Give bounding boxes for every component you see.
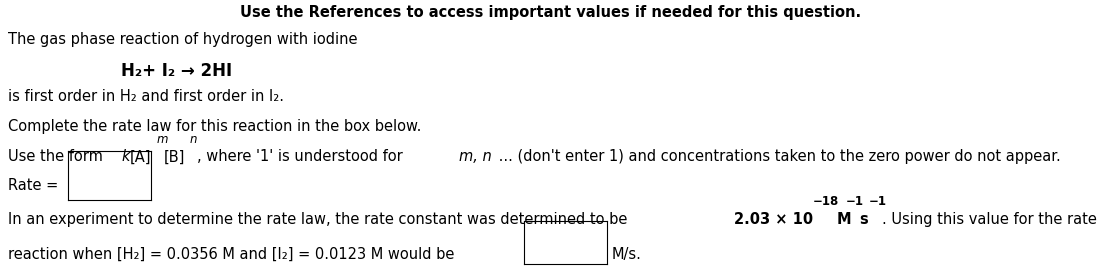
Text: −1: −1	[868, 195, 886, 207]
Text: The gas phase reaction of hydrogen with iodine: The gas phase reaction of hydrogen with …	[8, 32, 357, 47]
Text: Use the References to access important values if needed for this question.: Use the References to access important v…	[240, 5, 862, 21]
Text: Rate =: Rate =	[8, 178, 58, 193]
Text: H₂+ I₂ → 2HI: H₂+ I₂ → 2HI	[121, 62, 233, 80]
Text: m, n: m, n	[460, 149, 493, 164]
Text: Complete the rate law for this reaction in the box below.: Complete the rate law for this reaction …	[8, 119, 421, 134]
Text: −18: −18	[812, 195, 839, 207]
Text: , where '1' is understood for: , where '1' is understood for	[197, 149, 408, 164]
Text: reaction when [H₂] = 0.0356 M and [I₂] = 0.0123 M would be: reaction when [H₂] = 0.0356 M and [I₂] =…	[8, 247, 458, 262]
Text: s: s	[860, 212, 868, 227]
Text: m: m	[156, 133, 168, 146]
Text: M/s.: M/s.	[612, 247, 642, 262]
Text: M: M	[836, 212, 851, 227]
Text: k: k	[121, 149, 130, 164]
Text: n: n	[190, 133, 197, 146]
Text: Use the form: Use the form	[8, 149, 107, 164]
Text: In an experiment to determine the rate law, the rate constant was determined to : In an experiment to determine the rate l…	[8, 212, 631, 227]
Text: is first order in H₂ and first order in I₂.: is first order in H₂ and first order in …	[8, 89, 283, 104]
Text: [B]: [B]	[163, 149, 185, 164]
Text: 2.03 × 10: 2.03 × 10	[734, 212, 813, 227]
Text: [A]: [A]	[130, 149, 152, 164]
Text: . Using this value for the rate constant, the rate of the: . Using this value for the rate constant…	[883, 212, 1102, 227]
Text: −1: −1	[845, 195, 863, 207]
Text: ... (don't enter 1) and concentrations taken to the zero power do not appear.: ... (don't enter 1) and concentrations t…	[495, 149, 1061, 164]
